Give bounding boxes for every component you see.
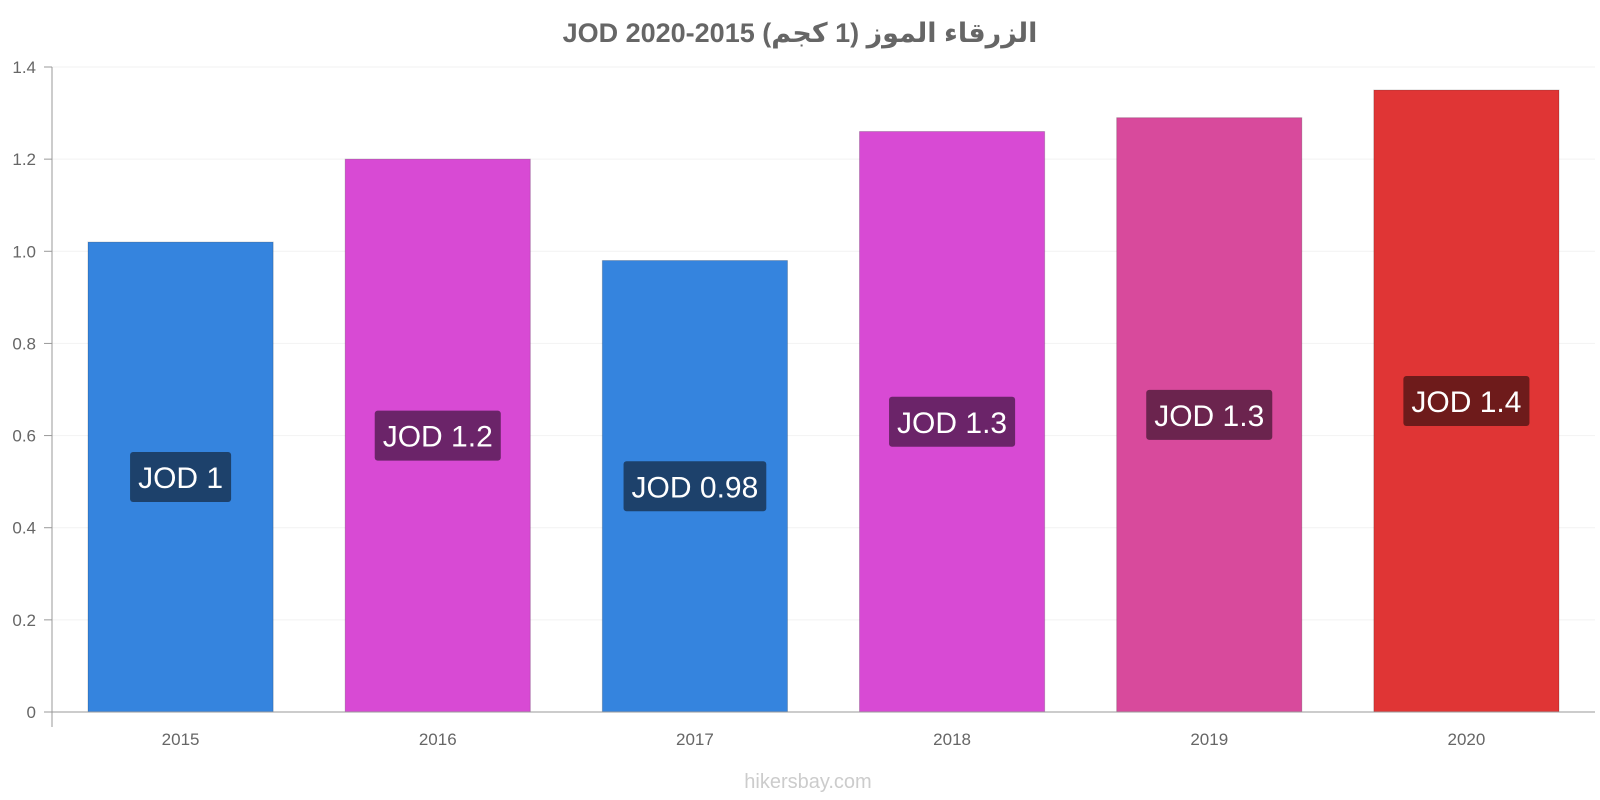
axes: 0 0.2 0.4 0.6 0.8 1.0 1.2 1.4 2015 2016 2017 2018 20… [12, 58, 1595, 749]
x-tick-label: 2018 [933, 730, 971, 749]
x-tick-label: 2017 [676, 730, 714, 749]
x-tick-label: 2020 [1448, 730, 1486, 749]
y-tick-label: 0.4 [12, 519, 36, 538]
data-label-box [623, 461, 767, 512]
y-tick-label: 0 [27, 703, 36, 722]
data-label-2020: JOD 1.4 [1403, 376, 1530, 427]
x-tick-label: 2015 [162, 730, 200, 749]
data-label-text: JOD 0.98 [632, 471, 759, 504]
y-tick-label: 0.2 [12, 611, 36, 630]
y-tick-label: 1.2 [12, 150, 36, 169]
data-label-box [889, 396, 1016, 447]
y-tick-label: 1.0 [12, 242, 36, 261]
data-label-2019: JOD 1.3 [1146, 389, 1273, 440]
data-label-text: JOD 1.3 [1154, 400, 1264, 433]
chart-title: JOD 2020-2015 الزرقاء الموز (1 كجم) [563, 18, 1038, 49]
data-label-text: JOD 1 [138, 462, 223, 495]
data-label-text: JOD 1.4 [1411, 386, 1521, 419]
data-label-2018: JOD 1.3 [889, 396, 1016, 447]
watermark: hikersbay.com [744, 771, 871, 793]
data-label-text: JOD 1.3 [897, 407, 1007, 440]
y-tick-label: 0.6 [12, 427, 36, 446]
y-tick-label: 0.8 [12, 334, 36, 353]
x-tick-label: 2019 [1190, 730, 1228, 749]
data-label-2017: JOD 0.98 [623, 461, 767, 512]
y-tick-label: 1.4 [12, 58, 36, 77]
data-label-2015: JOD 1 [130, 452, 232, 503]
bars [87, 89, 1560, 713]
data-label-box [130, 452, 232, 503]
data-label-text: JOD 1.2 [383, 421, 493, 454]
data-label-box [1403, 376, 1530, 427]
data-labels: JOD 1 JOD 1.2 JOD 0.98 JOD 1.3 JOD 1.3 JOD 1.… [130, 376, 1530, 512]
data-label-box [374, 410, 501, 461]
data-label-2016: JOD 1.2 [374, 410, 501, 461]
data-label-box [1146, 389, 1273, 440]
x-tick-label: 2016 [419, 730, 457, 749]
grid-lines [52, 66, 1595, 621]
